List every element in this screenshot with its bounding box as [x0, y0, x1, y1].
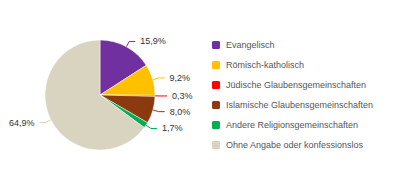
svg-text:Jüdische Glaubensgemeinschafte: Jüdische Glaubensgemeinschaften — [226, 80, 366, 90]
svg-text:0,3%: 0,3% — [172, 91, 193, 101]
svg-text:Ohne Angabe oder konfessionslo: Ohne Angabe oder konfessionslos — [226, 140, 364, 150]
svg-text:Andere Religionsgemeinschaften: Andere Religionsgemeinschaften — [226, 120, 358, 130]
svg-text:15,9%: 15,9% — [140, 36, 166, 46]
svg-text:8,0%: 8,0% — [170, 107, 191, 117]
svg-text:Evangelisch: Evangelisch — [226, 40, 275, 50]
svg-text:9,2%: 9,2% — [170, 73, 191, 83]
svg-text:1,7%: 1,7% — [162, 123, 183, 133]
svg-text:Islamische Glaubensgemeinschaf: Islamische Glaubensgemeinschaften — [226, 100, 373, 110]
svg-text:Römisch-katholisch: Römisch-katholisch — [226, 60, 304, 70]
svg-text:64,9%: 64,9% — [9, 118, 35, 128]
